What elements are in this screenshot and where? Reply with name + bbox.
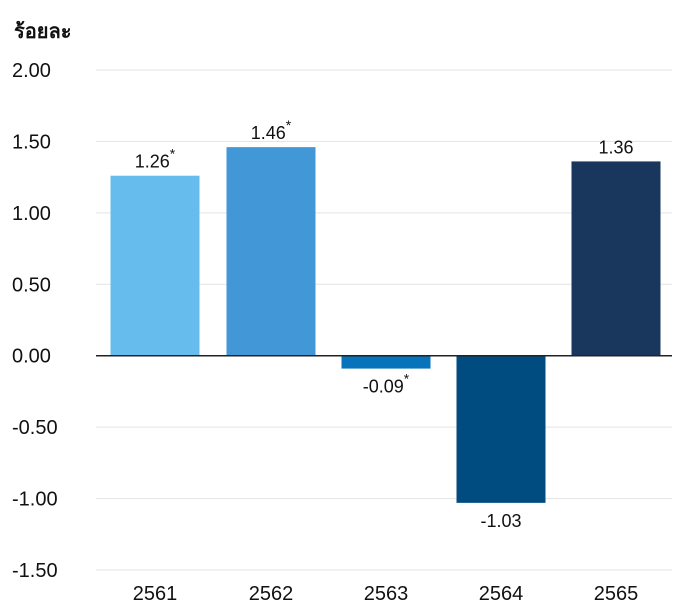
bars bbox=[110, 147, 661, 503]
data-label-2564: -1.03 bbox=[480, 511, 521, 531]
y-tick-label: 1.00 bbox=[12, 203, 51, 225]
y-tick-label: -1.50 bbox=[12, 560, 58, 582]
y-tick-label: -1.00 bbox=[12, 489, 58, 511]
x-axis-ticks: 2561 2562 2563 2564 2565 bbox=[133, 583, 639, 605]
x-tick-label: 2563 bbox=[364, 583, 409, 605]
bar-2563 bbox=[341, 355, 431, 369]
data-label-2562: 1.46* bbox=[251, 117, 292, 143]
x-tick-label: 2562 bbox=[249, 583, 294, 605]
y-axis-ticks: 2.00 1.50 1.00 0.50 0.00 -0.50 -1.00 -1.50 bbox=[12, 60, 58, 582]
data-label-2561: 1.26* bbox=[135, 146, 176, 172]
footnote-marker: * bbox=[286, 117, 292, 133]
y-tick-label: 1.50 bbox=[12, 131, 51, 153]
footnote-marker: * bbox=[404, 371, 410, 387]
x-tick-label: 2561 bbox=[133, 583, 178, 605]
data-label-2563: -0.09* bbox=[363, 371, 410, 397]
x-tick-label: 2564 bbox=[479, 583, 524, 605]
bar-2564 bbox=[456, 355, 546, 503]
y-axis-label: ร้อยละ bbox=[14, 19, 71, 43]
bar-2565 bbox=[571, 161, 661, 356]
y-tick-label: -0.50 bbox=[12, 417, 58, 439]
y-tick-label: 0.50 bbox=[12, 274, 51, 296]
bar-2561 bbox=[110, 175, 200, 356]
y-tick-label: 2.00 bbox=[12, 60, 51, 82]
x-tick-label: 2565 bbox=[594, 583, 639, 605]
data-label-2565: 1.36 bbox=[598, 137, 633, 157]
y-tick-label: 0.00 bbox=[12, 346, 51, 368]
bar-2562 bbox=[226, 147, 316, 356]
footnote-marker: * bbox=[170, 146, 176, 162]
data-labels: 1.26* 1.46* -0.09* -1.03 1.36 bbox=[135, 117, 634, 531]
